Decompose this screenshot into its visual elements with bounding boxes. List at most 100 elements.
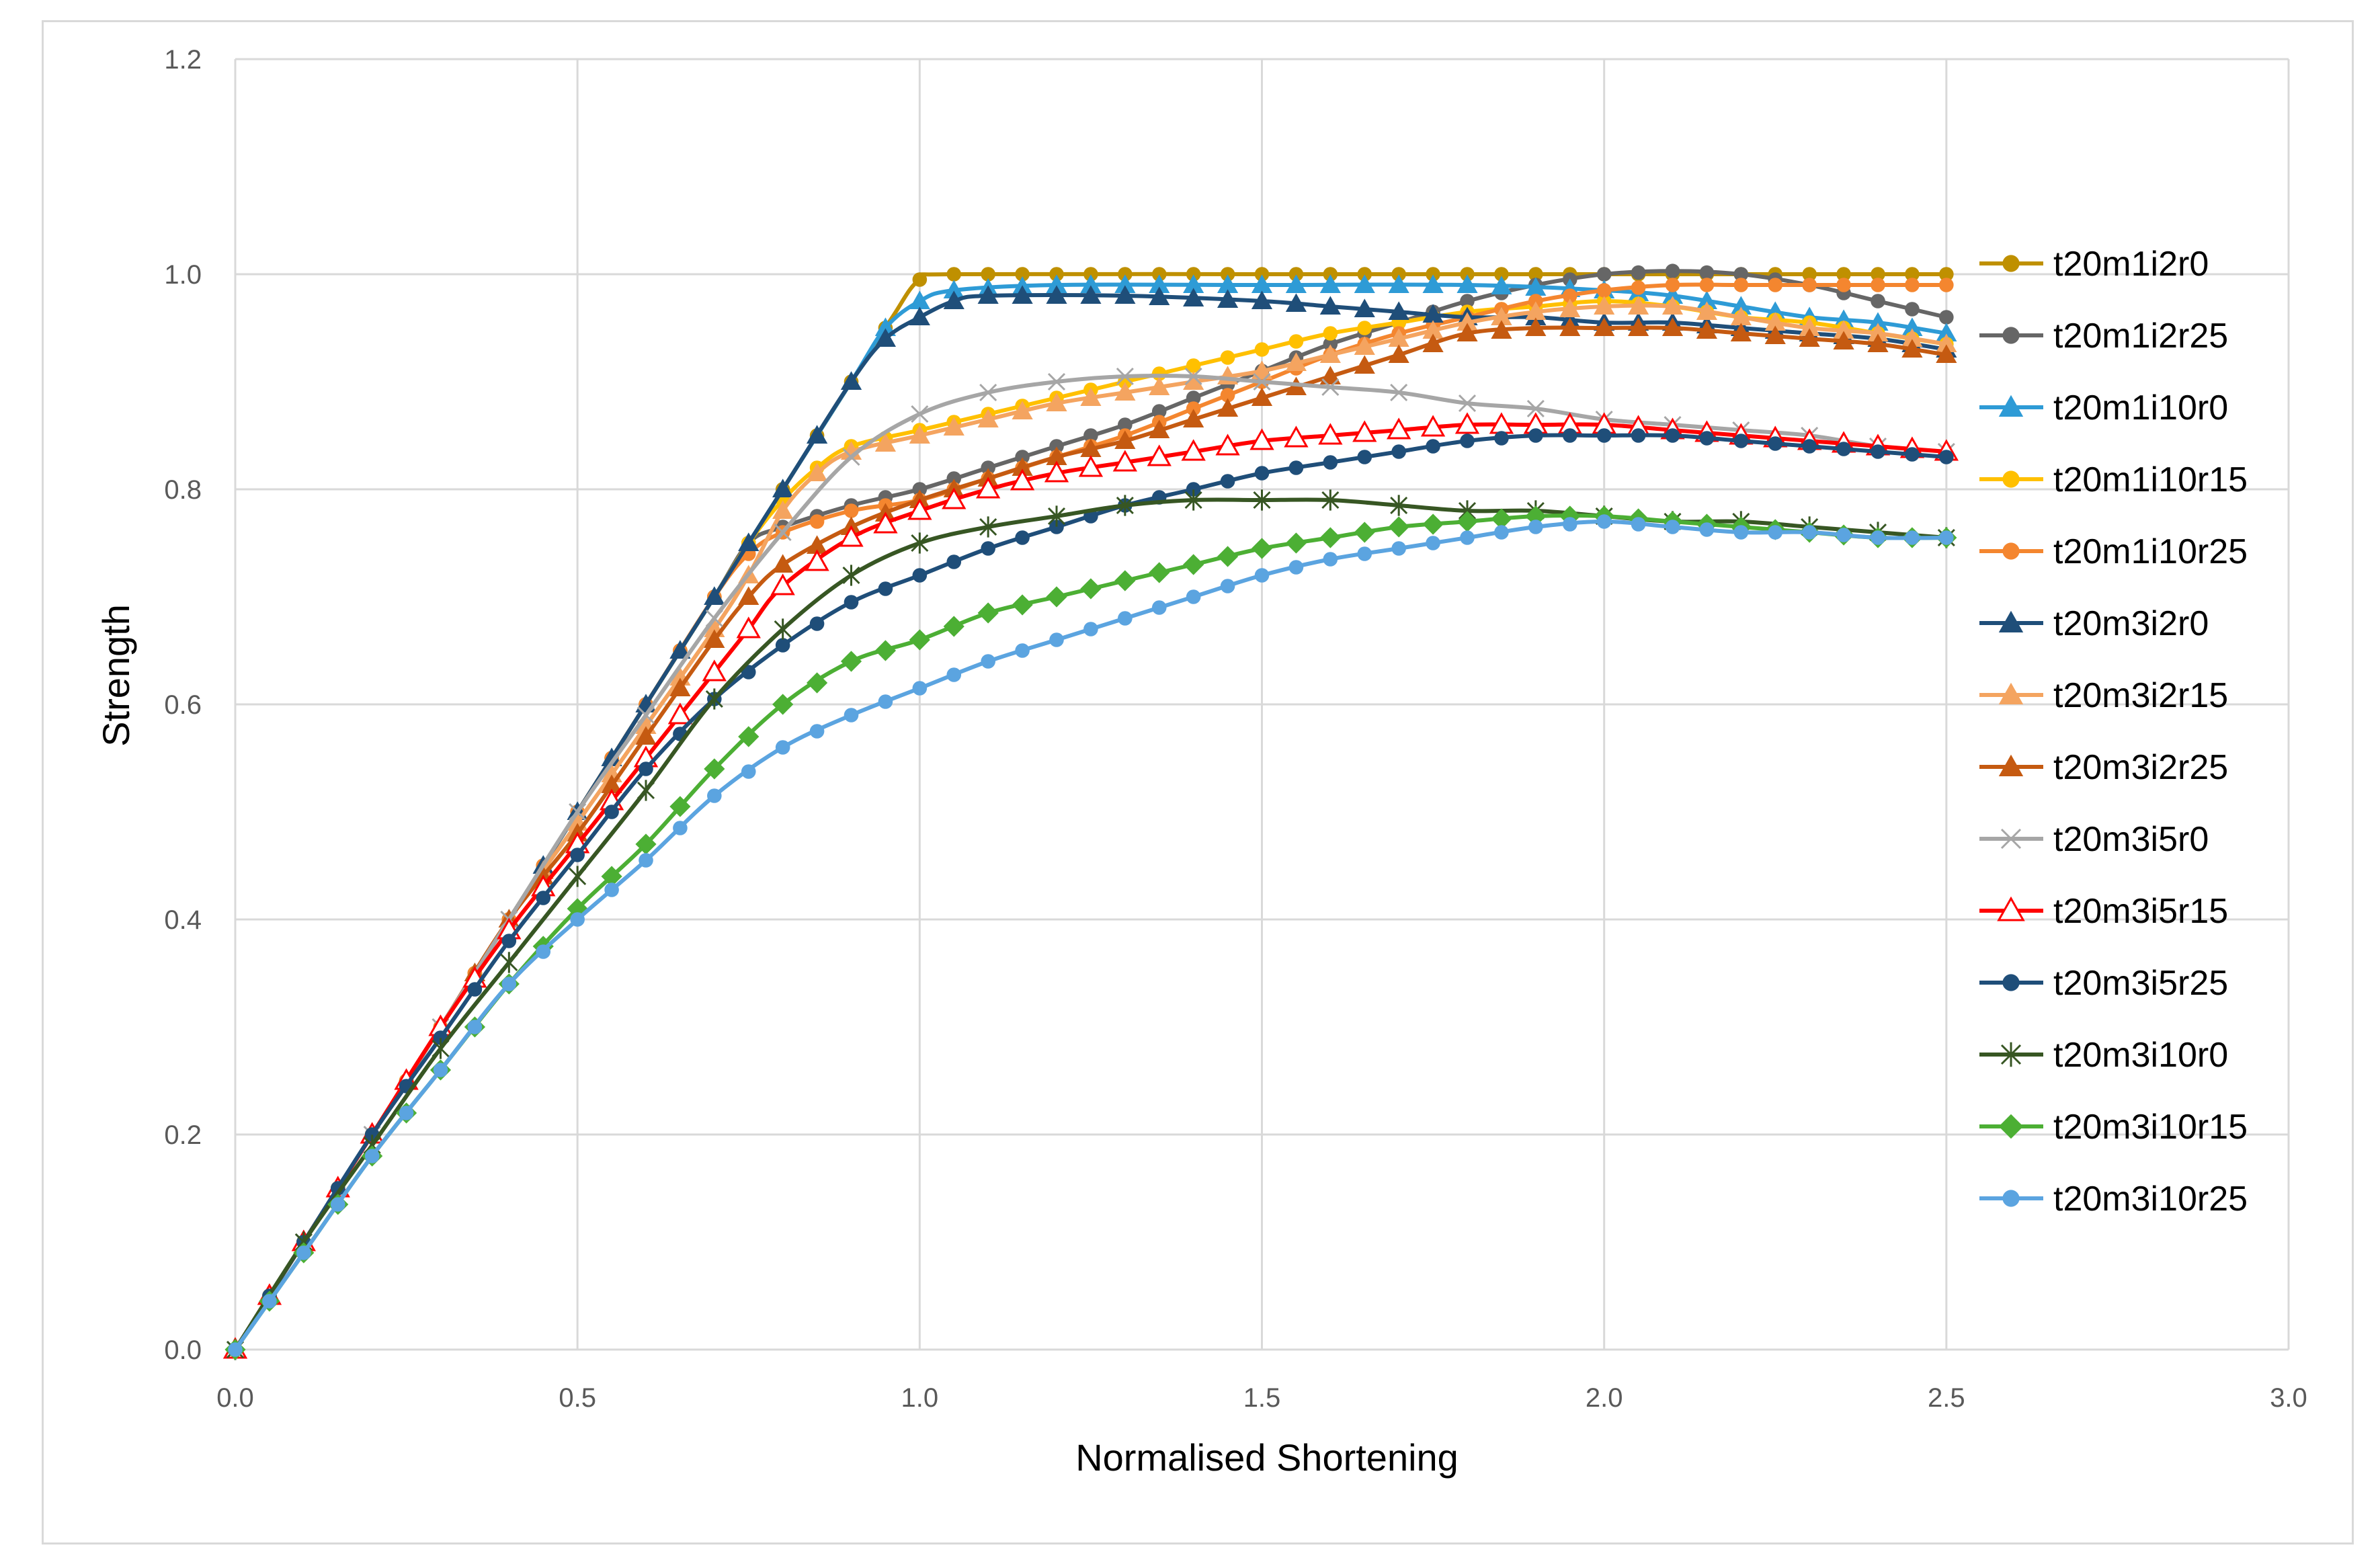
- data-point: [1627, 317, 1649, 336]
- data-point: [775, 740, 790, 755]
- data-point: [704, 758, 725, 780]
- data-point: [1562, 517, 1577, 532]
- data-point: [1149, 562, 1170, 583]
- data-point: [2000, 1042, 2022, 1067]
- data-point: [1254, 466, 1270, 481]
- data-point: [1220, 350, 1235, 365]
- data-point: [1046, 446, 1067, 465]
- legend-item-t20m3i5r25[interactable]: t20m3i5r25: [1979, 964, 2228, 1003]
- data-point: [981, 654, 995, 669]
- data-point: [1116, 495, 1134, 516]
- data-point: [772, 554, 794, 573]
- legend-item-t20m3i2r25[interactable]: t20m3i2r25: [1979, 748, 2228, 787]
- legend-item-t20m1i10r15[interactable]: t20m1i10r15: [1979, 460, 2248, 499]
- data-point: [1285, 352, 1307, 371]
- data-point: [1183, 288, 1204, 306]
- data-point: [1699, 278, 1715, 292]
- data-point: [1426, 536, 1440, 550]
- data-point: [1799, 317, 1820, 336]
- data-point: [1733, 434, 1749, 448]
- data-point: [1802, 525, 1817, 540]
- data-point: [1318, 423, 1343, 445]
- series-lines: [222, 263, 1959, 1360]
- data-point: [909, 425, 930, 444]
- data-point: [1528, 267, 1543, 282]
- data-point: [1528, 294, 1543, 308]
- data-point: [1730, 306, 1752, 325]
- data-point: [1730, 323, 1752, 341]
- legend-item-t20m1i10r0[interactable]: t20m1i10r0: [1979, 388, 2228, 427]
- data-point: [501, 977, 517, 991]
- data-point: [1186, 267, 1201, 282]
- data-point: [1665, 278, 1680, 292]
- data-point: [1285, 293, 1307, 312]
- legend-item-t20m3i10r0[interactable]: t20m3i10r0: [1979, 1036, 2228, 1075]
- legend-item-t20m1i2r25[interactable]: t20m1i2r25: [1979, 317, 2228, 356]
- data-point: [909, 629, 930, 651]
- series-line: [233, 513, 1946, 1351]
- series-line: [233, 520, 1946, 1351]
- legend-item-t20m1i10r25[interactable]: t20m1i10r25: [1979, 532, 2248, 571]
- data-point: [1460, 267, 1475, 282]
- data-point: [635, 726, 657, 745]
- legend-item-t20m3i2r15[interactable]: t20m3i2r15: [1979, 676, 2228, 715]
- legend-item-t20m3i2r0[interactable]: t20m3i2r0: [1979, 604, 2209, 643]
- data-point: [1251, 387, 1273, 406]
- data-point: [673, 821, 688, 835]
- data-point: [1015, 267, 1030, 282]
- data-point: [839, 525, 864, 547]
- legend-item-t20m1i2r0[interactable]: t20m1i2r0: [1979, 245, 2209, 284]
- legend-label: t20m1i10r15: [2053, 460, 2248, 499]
- legend-item-t20m3i10r15[interactable]: t20m3i10r15: [1979, 1108, 2248, 1147]
- data-point: [1352, 420, 1377, 442]
- data-point: [1998, 610, 2024, 632]
- data-point: [1288, 560, 1304, 575]
- data-point: [1802, 439, 1817, 454]
- data-point: [639, 761, 653, 776]
- data-point: [1525, 317, 1547, 336]
- legend-item-t20m3i5r0[interactable]: t20m3i5r0: [1979, 820, 2209, 859]
- data-point: [1596, 514, 1612, 529]
- data-point: [635, 833, 657, 855]
- data-point: [467, 1020, 483, 1034]
- data-point: [604, 882, 619, 897]
- data-point: [1901, 328, 1923, 347]
- data-point: [1319, 274, 1341, 293]
- data-point: [907, 498, 932, 520]
- data-point: [1149, 286, 1170, 305]
- data-point: [669, 640, 691, 659]
- legend-item-t20m3i10r25[interactable]: t20m3i10r25: [1979, 1180, 2248, 1219]
- data-point: [1116, 367, 1134, 386]
- data-point: [809, 616, 825, 631]
- data-point: [981, 267, 995, 282]
- data-point: [1015, 450, 1030, 464]
- data-point: [1321, 489, 1340, 511]
- y-tick-label: 0.4: [164, 905, 202, 935]
- x-tick-label: 1.5: [1243, 1383, 1281, 1413]
- data-point: [1047, 372, 1066, 391]
- data-point: [1997, 896, 2025, 921]
- data-point: [874, 317, 897, 336]
- data-point: [1768, 278, 1783, 292]
- data-point: [1422, 333, 1444, 352]
- data-point: [977, 602, 999, 624]
- data-point: [1114, 430, 1136, 449]
- data-point: [399, 1106, 414, 1120]
- data-point: [1186, 401, 1201, 416]
- data-point: [1149, 419, 1170, 438]
- data-point: [1080, 578, 1102, 600]
- data-point: [567, 898, 588, 919]
- data-point: [536, 891, 551, 905]
- data-point: [806, 425, 828, 444]
- data-point: [909, 306, 930, 325]
- data-point: [1254, 342, 1270, 357]
- legend-item-t20m3i5r15[interactable]: t20m3i5r15: [1979, 892, 2228, 931]
- data-point: [1215, 434, 1240, 456]
- data-point: [1528, 428, 1543, 443]
- data-point: [1390, 495, 1408, 516]
- data-point: [842, 565, 860, 586]
- data-point: [874, 433, 897, 452]
- data-point: [1321, 378, 1340, 397]
- data-point: [909, 290, 930, 309]
- data-point: [570, 848, 585, 862]
